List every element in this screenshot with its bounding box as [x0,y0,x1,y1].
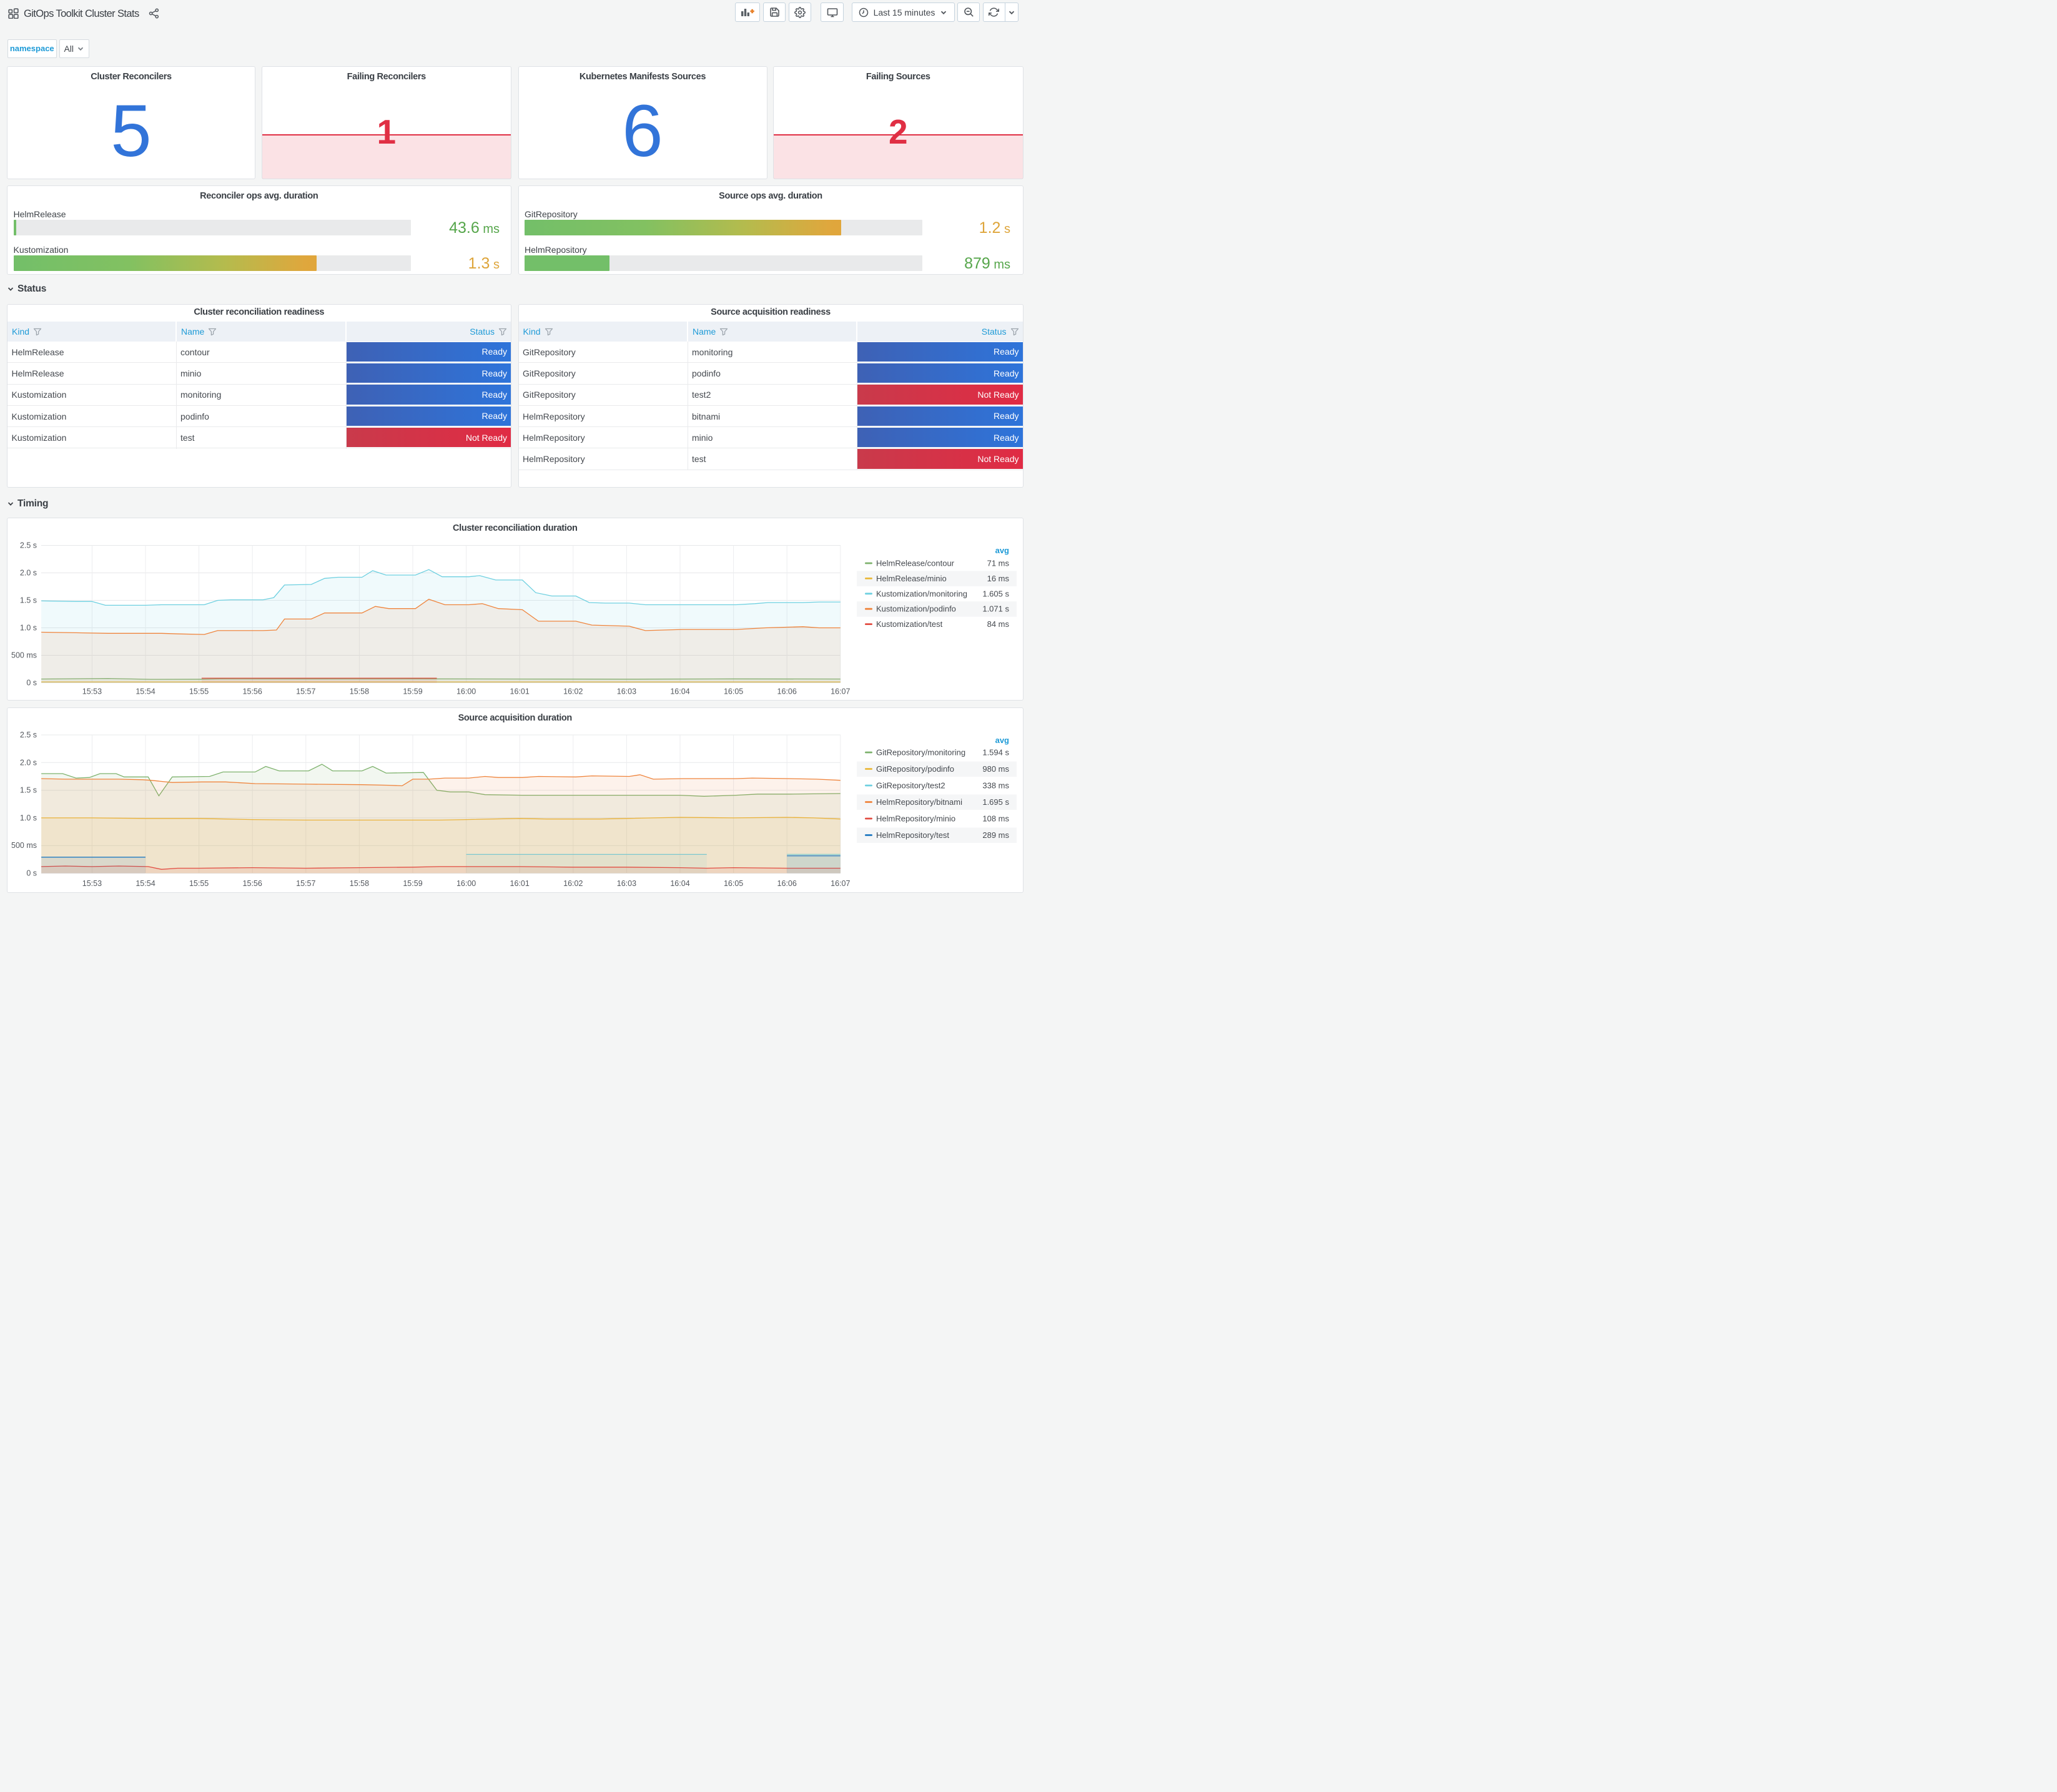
svg-text:15:56: 15:56 [243,879,262,888]
svg-text:15:58: 15:58 [350,879,369,888]
svg-text:71 ms: 71 ms [987,559,1010,568]
svg-text:2.5 s: 2.5 s [20,541,37,550]
svg-text:HelmRepository/test: HelmRepository/test [876,830,949,840]
svg-text:15:58: 15:58 [350,687,369,696]
svg-text:2.0 s: 2.0 s [20,569,37,578]
svg-text:16:02: 16:02 [563,879,583,888]
svg-text:15:56: 15:56 [243,687,262,696]
svg-text:16:05: 16:05 [724,879,743,888]
svg-text:GitRepository/test2: GitRepository/test2 [876,781,945,790]
svg-text:16:06: 16:06 [777,687,797,696]
svg-text:16:00: 16:00 [456,687,476,696]
svg-text:15:54: 15:54 [136,687,155,696]
svg-text:1.605 s: 1.605 s [982,589,1009,598]
svg-text:HelmRepository/minio: HelmRepository/minio [876,814,955,824]
svg-text:GitRepository/podinfo: GitRepository/podinfo [876,764,954,774]
svg-text:15:53: 15:53 [82,687,102,696]
svg-text:16:03: 16:03 [617,687,636,696]
svg-text:HelmRepository/bitnami: HelmRepository/bitnami [876,797,962,807]
svg-text:2.5 s: 2.5 s [20,731,37,739]
svg-text:16:01: 16:01 [510,879,530,888]
svg-text:15:57: 15:57 [296,687,315,696]
svg-text:16:00: 16:00 [456,879,476,888]
svg-text:16:06: 16:06 [777,879,797,888]
svg-text:0 s: 0 s [26,679,37,687]
svg-text:338 ms: 338 ms [982,781,1009,790]
svg-text:289 ms: 289 ms [982,830,1009,840]
svg-text:15:53: 15:53 [82,879,102,888]
svg-text:avg: avg [995,546,1009,555]
svg-text:16:07: 16:07 [831,687,850,696]
svg-text:84 ms: 84 ms [987,619,1010,629]
svg-text:1.695 s: 1.695 s [982,797,1009,807]
svg-text:15:54: 15:54 [136,879,155,888]
svg-text:16 ms: 16 ms [987,574,1010,583]
svg-text:1.5 s: 1.5 s [20,786,37,795]
svg-text:15:55: 15:55 [189,687,209,696]
svg-text:500 ms: 500 ms [11,841,37,850]
svg-text:16:05: 16:05 [724,687,743,696]
svg-text:GitRepository/monitoring: GitRepository/monitoring [876,748,965,757]
svg-text:Kustomization/test: Kustomization/test [876,619,943,629]
svg-text:Kustomization/monitoring: Kustomization/monitoring [876,589,967,598]
svg-text:500 ms: 500 ms [11,651,37,660]
svg-text:16:04: 16:04 [670,687,689,696]
svg-text:16:03: 16:03 [617,879,636,888]
svg-text:15:59: 15:59 [403,879,422,888]
svg-text:Kustomization/podinfo: Kustomization/podinfo [876,604,956,614]
svg-text:16:02: 16:02 [563,687,583,696]
svg-text:15:59: 15:59 [403,687,422,696]
svg-text:2.0 s: 2.0 s [20,758,37,767]
svg-text:108 ms: 108 ms [982,814,1009,824]
svg-text:1.0 s: 1.0 s [20,814,37,822]
svg-text:1.5 s: 1.5 s [20,596,37,605]
svg-text:15:57: 15:57 [296,879,315,888]
svg-text:1.594 s: 1.594 s [982,748,1009,757]
svg-text:16:07: 16:07 [831,879,850,888]
svg-text:980 ms: 980 ms [982,764,1009,774]
svg-text:16:01: 16:01 [510,687,530,696]
svg-text:HelmRelease/contour: HelmRelease/contour [876,559,955,568]
svg-text:15:55: 15:55 [189,879,209,888]
svg-text:1.0 s: 1.0 s [20,624,37,633]
svg-text:0 s: 0 s [26,869,37,878]
svg-text:1.071 s: 1.071 s [982,604,1009,614]
svg-text:HelmRelease/minio: HelmRelease/minio [876,574,947,583]
svg-text:16:04: 16:04 [670,879,689,888]
svg-text:avg: avg [995,736,1009,745]
